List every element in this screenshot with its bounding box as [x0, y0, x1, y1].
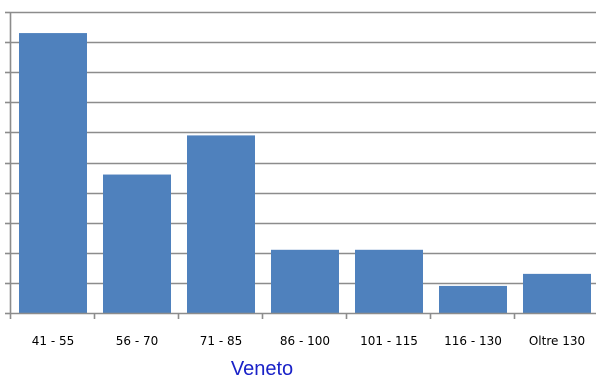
x-tick-label: 116 - 130: [444, 334, 502, 348]
bar: [187, 135, 255, 313]
bar: [103, 174, 171, 313]
bar: [271, 249, 339, 313]
x-tick-label: 41 - 55: [32, 334, 75, 348]
chart-caption: Veneto: [231, 358, 293, 376]
x-axis: [5, 11, 596, 319]
x-tick-label: Oltre 130: [529, 334, 585, 348]
x-tick-label: 56 - 70: [116, 334, 159, 348]
bars: [19, 33, 591, 313]
grid-lines: [10, 11, 596, 285]
bar: [523, 273, 591, 313]
bar: [355, 249, 423, 313]
bar: [439, 285, 507, 313]
x-tick-label: 86 - 100: [280, 334, 330, 348]
x-tick-label: 101 - 115: [360, 334, 418, 348]
x-tick-labels: 41 - 55 56 - 70 71 - 85 86 - 100 101 - 115 11…: [32, 334, 585, 348]
bar: [19, 33, 87, 313]
x-tick-label: 71 - 85: [200, 334, 243, 348]
